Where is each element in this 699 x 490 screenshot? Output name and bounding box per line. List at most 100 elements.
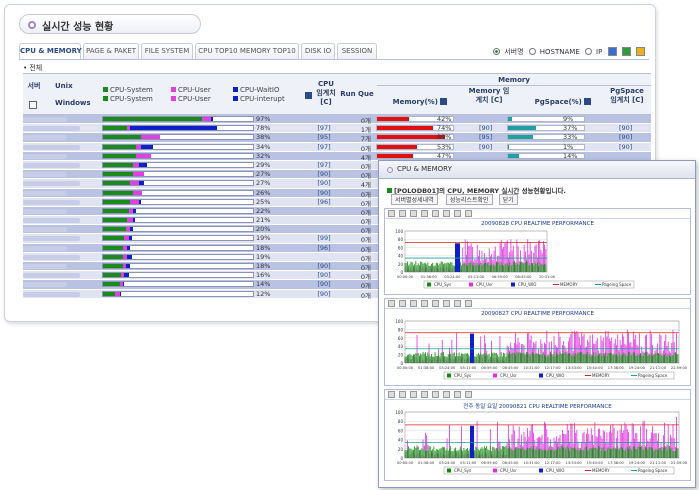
toolbar-zoom-in-icon[interactable] [421, 210, 428, 217]
toolbar-zoom-in-icon[interactable] [421, 300, 428, 307]
sort-memory-icon[interactable] [440, 98, 448, 105]
toolbar-zoom-out-icon[interactable] [432, 391, 439, 398]
server-name-blurred[interactable] [23, 144, 80, 150]
table-row[interactable]: 12% [90] 0개 [23, 289, 651, 300]
close-button[interactable]: 닫기 [498, 194, 518, 205]
toolbar-undo-icon[interactable] [399, 210, 406, 217]
chart-title: 20090827 CPU REALTIME PERFORMANCE [481, 311, 594, 317]
cpu-usage-value: 26% [256, 188, 271, 197]
toolbar-save-icon[interactable] [465, 300, 472, 307]
radio-servername[interactable] [493, 48, 501, 55]
table-row[interactable]: 22% 0개 [23, 206, 651, 217]
table-row[interactable]: 97% 0개 42% 9% [23, 115, 651, 125]
server-name-blurred[interactable] [23, 181, 80, 187]
toolbar-check-icon[interactable] [388, 391, 395, 398]
toolbar-zoom-out-icon[interactable] [432, 300, 439, 307]
x-tick-label: 06:59:00 [492, 275, 509, 279]
toolbar-undo-icon[interactable] [399, 391, 406, 398]
server-name-blurred[interactable] [23, 199, 80, 205]
server-name-blurred[interactable] [23, 172, 67, 178]
x-tick-label: 06:59:00 [481, 366, 498, 370]
server-name-blurred[interactable] [23, 135, 67, 141]
cpu-sys-segment [103, 208, 129, 213]
table-row[interactable]: 27% [90] 0개 [23, 170, 651, 180]
toolbar-print-icon[interactable] [454, 300, 461, 307]
excel-icon[interactable] [621, 47, 631, 56]
server-name-blurred[interactable] [23, 291, 80, 297]
export-icon[interactable] [607, 47, 617, 56]
radio-hostname[interactable] [528, 48, 536, 55]
x-tick-label: 05:11:00 [460, 461, 477, 465]
cpu-user-segment [133, 172, 144, 177]
table-row[interactable]: 27% [90] 4개 [23, 179, 651, 189]
toolbar-check-icon[interactable] [388, 210, 395, 217]
toolbar-undo-icon[interactable] [399, 300, 406, 307]
toolbar-chart-icon[interactable] [443, 391, 450, 398]
server-name-blurred[interactable] [23, 218, 80, 224]
server-name-blurred[interactable] [23, 245, 67, 251]
table-row[interactable]: 16% [90] 0개 [23, 271, 651, 281]
tab-page-paket[interactable]: PAGE & PAKET [83, 43, 139, 59]
server-name-blurred[interactable] [23, 264, 67, 269]
tab-session[interactable]: SESSION [337, 43, 377, 59]
toolbar-print-icon[interactable] [454, 391, 461, 398]
toolbar-chart-icon[interactable] [443, 210, 450, 217]
table-row[interactable]: 19% [99] 0개 [23, 234, 651, 244]
toolbar-save-icon[interactable] [465, 391, 472, 398]
table-row[interactable]: 32% 4개 47% 14% [23, 151, 651, 162]
cpu-user-segment [128, 208, 133, 213]
toolbar-chart-icon[interactable] [443, 300, 450, 307]
table-row[interactable]: 34% [97] 0개 53% [90] 1% [90] [23, 142, 651, 153]
server-name-blurred[interactable] [23, 208, 67, 214]
server-detail-button[interactable]: 서버별성세내역 [391, 194, 438, 205]
server-name-blurred[interactable] [23, 117, 67, 122]
table-row[interactable]: 18% [90] 0개 [23, 262, 651, 272]
cpu-usage-bar [102, 281, 254, 288]
toolbar-print-icon[interactable] [454, 210, 461, 217]
table-row[interactable]: 19% 0개 [23, 252, 651, 263]
server-name-blurred[interactable] [23, 126, 80, 132]
tab-cpu-memory[interactable]: CPU & MEMORY [19, 43, 82, 59]
table-row[interactable]: 29% [97] 0개 [23, 160, 651, 171]
server-name-blurred[interactable] [23, 162, 80, 168]
toolbar-redo-icon[interactable] [410, 300, 417, 307]
toolbar-zoom-out-icon[interactable] [432, 210, 439, 217]
x-tick-label: 17:38:00 [608, 461, 625, 465]
x-tick-label: 19:24:00 [629, 461, 646, 465]
tab-cpu-memory-top10[interactable]: CPU TOP10 MEMORY TOP10 [195, 43, 299, 59]
tab-file-system[interactable]: FILE SYSTEM [141, 43, 193, 59]
cpu-usage-value: 78% [256, 124, 271, 133]
toolbar-redo-icon[interactable] [410, 391, 417, 398]
server-name-blurred[interactable] [23, 282, 67, 288]
select-all-checkbox[interactable] [29, 101, 37, 109]
server-name-blurred[interactable] [23, 153, 67, 159]
table-row[interactable]: 21% 0개 [23, 216, 651, 226]
server-name-blurred[interactable] [23, 227, 67, 233]
x-tick-label: 12:17:00 [544, 366, 561, 370]
server-name-blurred[interactable] [23, 190, 67, 196]
perf-list-button[interactable]: 성능리스트확인 [445, 194, 493, 205]
cpu-user-segment [124, 236, 129, 241]
print-icon[interactable] [636, 47, 645, 56]
cpu-usage-value: 29% [256, 160, 271, 169]
table-row[interactable]: 38% [95] 7개 89% [95] 33% [90] [23, 133, 651, 143]
table-row[interactable]: 14% [90] 0개 [23, 280, 651, 290]
table-row[interactable]: 18% [96] 0개 [23, 243, 651, 254]
table-row[interactable]: 25% [96] 0개 [23, 197, 651, 208]
toolbar-save-icon[interactable] [465, 210, 472, 217]
radio-ip[interactable] [585, 48, 592, 55]
table-row[interactable]: 78% [97] 1개 74% [90] 37% [90] [23, 124, 651, 134]
tab-disk-io[interactable]: DISK IO [301, 43, 335, 59]
cpu-usage-value: 25% [256, 197, 271, 206]
server-name-blurred[interactable] [23, 236, 80, 242]
sort-pgspace-icon[interactable] [584, 98, 592, 105]
server-name-blurred[interactable] [23, 273, 80, 279]
table-row[interactable]: 20% 0개 [23, 225, 651, 235]
table-row[interactable]: 26% [90] 0개 [23, 188, 651, 199]
sort-cpu-icon[interactable] [305, 92, 312, 99]
cpu-wait-segment [133, 218, 135, 223]
toolbar-zoom-in-icon[interactable] [421, 391, 428, 398]
toolbar-redo-icon[interactable] [410, 210, 417, 217]
server-name-blurred[interactable] [23, 254, 80, 260]
toolbar-check-icon[interactable] [388, 300, 395, 307]
